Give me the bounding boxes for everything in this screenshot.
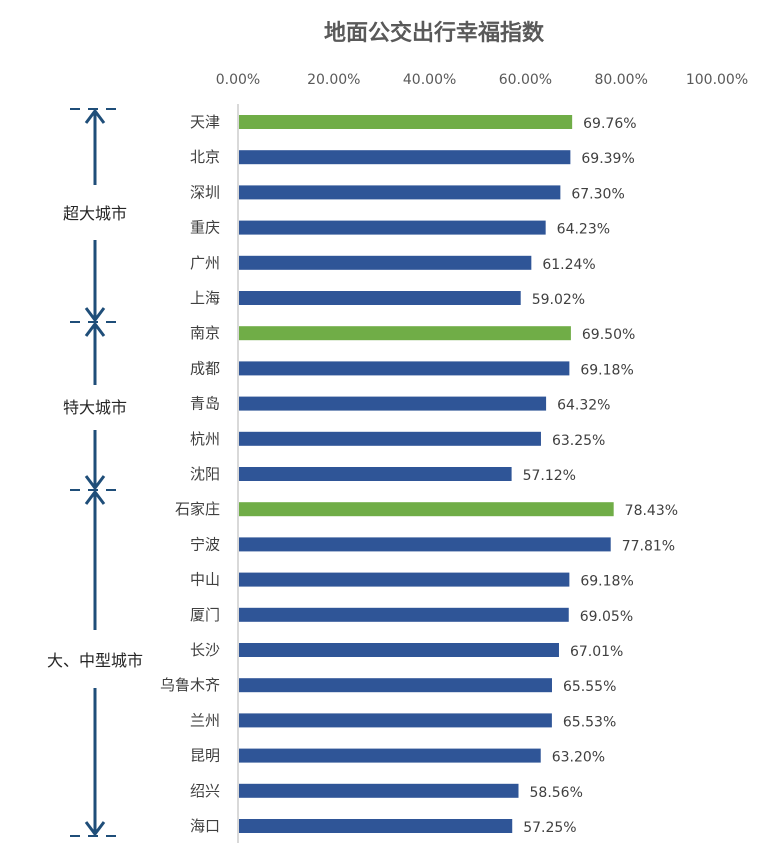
bar <box>239 572 570 587</box>
x-tick-label: 40.00% <box>403 72 456 88</box>
category-label: 石家庄 <box>175 500 220 518</box>
x-tick-label: 0.00% <box>216 72 260 88</box>
category-label: 中山 <box>190 571 220 589</box>
category-label: 青岛 <box>190 395 220 413</box>
data-label: 78.43% <box>625 503 678 519</box>
category-label: 海口 <box>190 817 220 835</box>
category-label: 成都 <box>190 359 220 377</box>
bar <box>239 115 573 129</box>
bar <box>239 607 569 622</box>
category-label: 深圳 <box>190 183 220 201</box>
bar <box>239 396 547 411</box>
bar <box>239 255 532 270</box>
bar <box>239 431 541 446</box>
category-label: 沈阳 <box>190 465 220 483</box>
bar <box>239 783 519 798</box>
bar <box>239 220 546 235</box>
category-label: 上海 <box>190 289 220 307</box>
arrow-down-icon <box>84 307 106 323</box>
category-label: 杭州 <box>190 430 220 448</box>
bar <box>239 537 611 552</box>
data-label: 77.81% <box>622 538 675 554</box>
bar <box>239 643 559 657</box>
data-label: 61.24% <box>542 257 595 273</box>
bar <box>239 713 552 728</box>
category-label: 长沙 <box>190 641 220 659</box>
bar <box>239 502 614 517</box>
bar <box>239 291 521 305</box>
arrow-up-icon <box>84 108 106 124</box>
bar <box>239 326 571 341</box>
data-label: 59.02% <box>532 292 585 308</box>
data-label: 67.01% <box>570 644 623 660</box>
arrow-down-icon <box>84 475 106 491</box>
x-tick-label: 60.00% <box>499 72 552 88</box>
bar <box>239 678 552 693</box>
category-label: 厦门 <box>190 606 220 624</box>
x-tick-label: 20.00% <box>307 72 360 88</box>
data-label: 69.05% <box>580 609 633 625</box>
category-label: 南京 <box>190 324 220 342</box>
bar <box>239 748 541 763</box>
bar <box>239 150 571 165</box>
data-label: 57.12% <box>523 468 576 484</box>
data-label: 64.32% <box>557 398 610 414</box>
data-label: 64.23% <box>557 222 610 238</box>
data-label: 63.20% <box>552 750 605 766</box>
chart-title: 地面公交出行幸福指数 <box>324 20 545 46</box>
data-label: 69.50% <box>582 327 635 343</box>
data-label: 69.76% <box>583 116 636 132</box>
bar <box>239 819 513 833</box>
category-label: 广州 <box>190 254 220 272</box>
category-label: 北京 <box>190 148 220 166</box>
group-label: 超大城市 <box>63 204 127 223</box>
bar <box>239 185 561 200</box>
category-label: 重庆 <box>190 219 220 237</box>
data-label: 69.18% <box>580 574 633 590</box>
data-label: 63.25% <box>552 433 605 449</box>
category-label: 天津 <box>190 113 220 131</box>
arrow-down-icon <box>84 821 106 837</box>
bar <box>239 361 570 376</box>
group-label: 特大城市 <box>63 398 127 417</box>
data-label: 69.39% <box>581 151 634 167</box>
data-label: 58.56% <box>530 785 583 801</box>
arrow-up-icon <box>84 489 106 505</box>
arrow-up-icon <box>84 321 106 337</box>
category-label: 乌鲁木齐 <box>160 676 220 694</box>
category-label: 宁波 <box>190 535 220 553</box>
bar <box>239 467 512 481</box>
x-tick-label: 100.00% <box>686 72 748 88</box>
data-label: 57.25% <box>523 820 576 836</box>
category-label: 兰州 <box>190 711 220 729</box>
data-label: 69.18% <box>580 362 633 378</box>
data-label: 65.55% <box>563 679 616 695</box>
category-label: 绍兴 <box>190 782 220 800</box>
group-label: 大、中型城市 <box>47 651 143 670</box>
x-tick-label: 80.00% <box>595 72 648 88</box>
data-label: 67.30% <box>571 186 624 202</box>
data-label: 65.53% <box>563 714 616 730</box>
category-label: 昆明 <box>190 747 220 765</box>
